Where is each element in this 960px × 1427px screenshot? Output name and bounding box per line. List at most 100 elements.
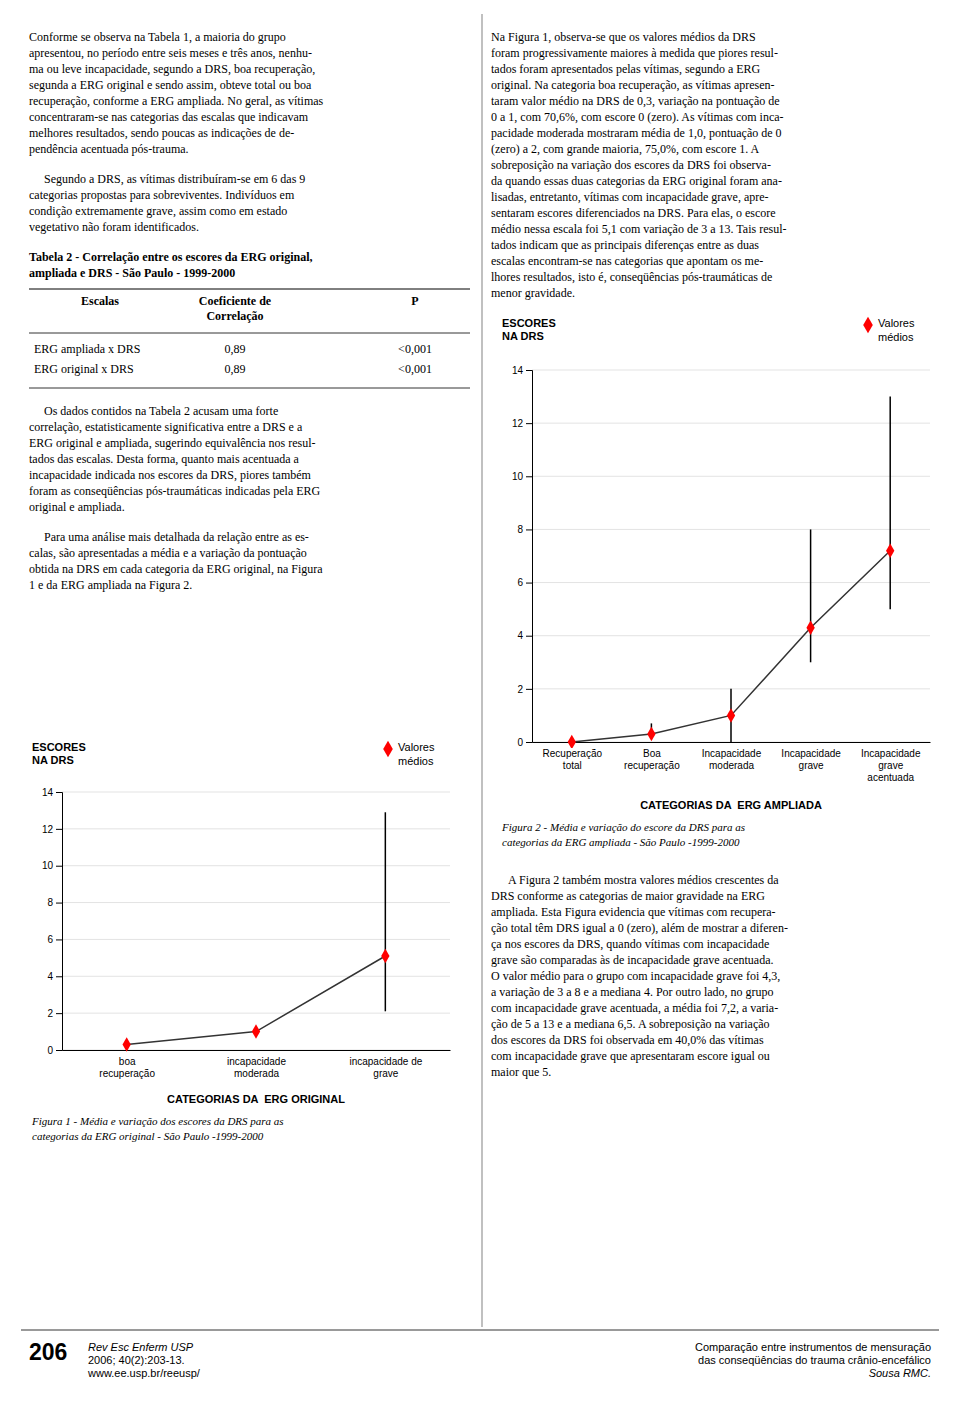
- data-point: [123, 1037, 131, 1051]
- y-tick: 8: [517, 524, 532, 535]
- grid-line: [532, 423, 930, 424]
- series-line: [572, 551, 890, 742]
- table-rule: [29, 333, 470, 334]
- grid-line: [62, 828, 450, 829]
- y-axis: 02468101214: [42, 787, 63, 1056]
- paragraph-line: Os dados contidos na Tabela 2 acusam uma…: [44, 404, 278, 418]
- x-tick: boarecuperação: [99, 1050, 155, 1079]
- table-cell: ERG original x DRS: [34, 362, 134, 376]
- paragraph-line: categorias propostas para sobreviventes.…: [29, 188, 295, 202]
- y-tick: 2: [47, 1008, 62, 1019]
- paragraph-line: pendência acentuada pós-trauma.: [29, 142, 189, 156]
- x-axis-title: CATEGORIAS DA ERG ORIGINAL: [167, 1093, 345, 1105]
- paragraph-line: com incapacidade grave que apresentaram …: [491, 1049, 770, 1063]
- table-cell: <0,001: [398, 342, 432, 356]
- paragraph-line: pacidade moderada mostraram média de 1,0…: [491, 126, 782, 140]
- page: Conforme se observa na Tabela 1, a maior…: [0, 0, 960, 1427]
- y-tick-label: 8: [47, 897, 53, 908]
- chart-title: Figura 1 - Média e variação dos escores …: [31, 1115, 284, 1142]
- grid-line: [532, 370, 930, 371]
- x-tick-label: Incapacidadegraveacentuada: [861, 748, 921, 783]
- paragraph-line: com incapacidade grave acentuada, a médi…: [491, 1001, 778, 1015]
- y-tick-label: 12: [42, 824, 54, 835]
- table-cell: <0,001: [398, 362, 432, 376]
- grid-line: [62, 939, 450, 940]
- x-tick-label: incapacidademoderada: [227, 1056, 286, 1079]
- y-tick-label: 6: [517, 577, 523, 588]
- error-bar: [385, 812, 387, 1011]
- data-point: [806, 621, 814, 635]
- paragraph-line: 1 e da ERG ampliada na Figura 2.: [29, 578, 192, 592]
- paragraph-line: incapacidade indicada nos escores da DRS…: [29, 468, 312, 482]
- paragraph-line: lisadas, entretanto, vítimas com incapac…: [491, 190, 769, 204]
- grid-line: [62, 865, 450, 866]
- table-cell: ERG ampliada x DRS: [34, 342, 140, 356]
- legend-symbol: [863, 317, 873, 334]
- y-tick: 6: [517, 577, 532, 588]
- chart: 02468101214boarecuperaçãoincapacidademod…: [31, 741, 451, 1143]
- y-axis: 02468101214: [512, 365, 533, 748]
- paragraph-line: maior que 5.: [491, 1065, 551, 1079]
- paragraph-line: (zero) a 2, com grande maioria, 75,0%, c…: [491, 142, 760, 156]
- data-point: [886, 543, 894, 557]
- x-tick-label: incapacidade degrave: [349, 1056, 422, 1079]
- x-axis-line: [533, 742, 931, 743]
- paragraph-line: médio nessa escala foi 5,1 com variação …: [491, 222, 787, 236]
- paragraph-line: 0 a 1, com 70,6%, com escore 0 (zero). A…: [491, 110, 784, 124]
- x-tick: incapacidademoderada: [227, 1050, 286, 1079]
- table-header: Escalas: [81, 294, 119, 308]
- paragraph-line: dos escores da DRS foi observada em 40,0…: [491, 1033, 764, 1047]
- legend-label: Valoresmédios: [398, 741, 435, 767]
- x-tick-label: Incapacidadegrave: [781, 748, 841, 771]
- paragraph-line: melhores resultados, sendo poucas as ind…: [29, 126, 294, 140]
- paragraph-line: lhores resultados, isto é, conseqüências…: [491, 270, 772, 284]
- paragraph-line: Para uma análise mais detalhada da relaç…: [44, 530, 309, 544]
- x-tick-label: Recuperaçãototal: [543, 748, 603, 771]
- grid-line: [62, 1013, 450, 1014]
- y-tick: 4: [47, 971, 62, 982]
- y-axis-title: ESCORESNA DRS: [502, 317, 556, 342]
- y-tick-mark: [56, 976, 62, 977]
- footer-text: Rev Esc Enferm USP: [88, 1341, 194, 1353]
- grid: [62, 792, 450, 1050]
- y-tick-mark: [526, 636, 532, 637]
- grid-line: [532, 529, 930, 530]
- data-point: [252, 1024, 260, 1038]
- footer-text: www.ee.usp.br/reeusp/: [87, 1367, 201, 1379]
- grid-line: [62, 976, 450, 977]
- y-tick: 14: [512, 365, 532, 376]
- data-point: [647, 727, 655, 741]
- paragraph-line: apresentou, no período entre seis meses …: [29, 46, 312, 60]
- x-axis-line: [63, 1050, 451, 1051]
- x-tick: Incapacidadegrave: [781, 742, 841, 771]
- paragraph-line: vegetativo não foram identificados.: [29, 220, 199, 234]
- footer-text: 2006; 40(2):203-13.: [88, 1354, 185, 1366]
- x-axis-title: CATEGORIAS DA ERG AMPLIADA: [640, 799, 822, 811]
- legend: Valoresmédios: [383, 741, 435, 768]
- grid: [532, 370, 930, 742]
- paragraph-line: original. Na categoria boa recuperação, …: [491, 78, 775, 92]
- y-tick-mark: [56, 1013, 62, 1014]
- y-tick-label: 0: [47, 1045, 53, 1056]
- paragraph-line: original e ampliada.: [29, 500, 125, 514]
- paragraph-line: Segundo a DRS, as vítimas distribuíram-s…: [44, 172, 305, 186]
- y-tick-label: 8: [517, 524, 523, 535]
- y-tick-label: 14: [42, 787, 54, 798]
- y-tick-mark: [56, 1050, 62, 1051]
- y-tick-mark: [56, 792, 62, 793]
- footer-text: Comparação entre instrumentos de mensura…: [695, 1341, 931, 1353]
- footer-text: Sousa RMC.: [869, 1367, 931, 1379]
- x-tick-label: Incapacidademoderada: [702, 748, 762, 771]
- y-tick: 10: [512, 471, 532, 482]
- table-rule: [29, 289, 470, 290]
- table-title: Tabela 2 - Correlação entre os escores d…: [29, 250, 313, 264]
- table-header: P: [411, 294, 418, 308]
- y-tick-label: 2: [47, 1008, 53, 1019]
- paragraph-line: obtida na DRS em cada categoria da ERG o…: [29, 562, 323, 576]
- y-tick-mark: [526, 370, 532, 371]
- paragraph-line: ERG original e ampliada, sugerindo equiv…: [29, 436, 316, 450]
- grid-line: [62, 792, 450, 793]
- paragraph-line: ção de 5 a 13 e a mediana 6,5. A sobrepo…: [491, 1017, 770, 1031]
- error-bar: [889, 397, 891, 610]
- paragraph-line: ção total têm DRS igual a 0 (zero), além…: [491, 921, 788, 935]
